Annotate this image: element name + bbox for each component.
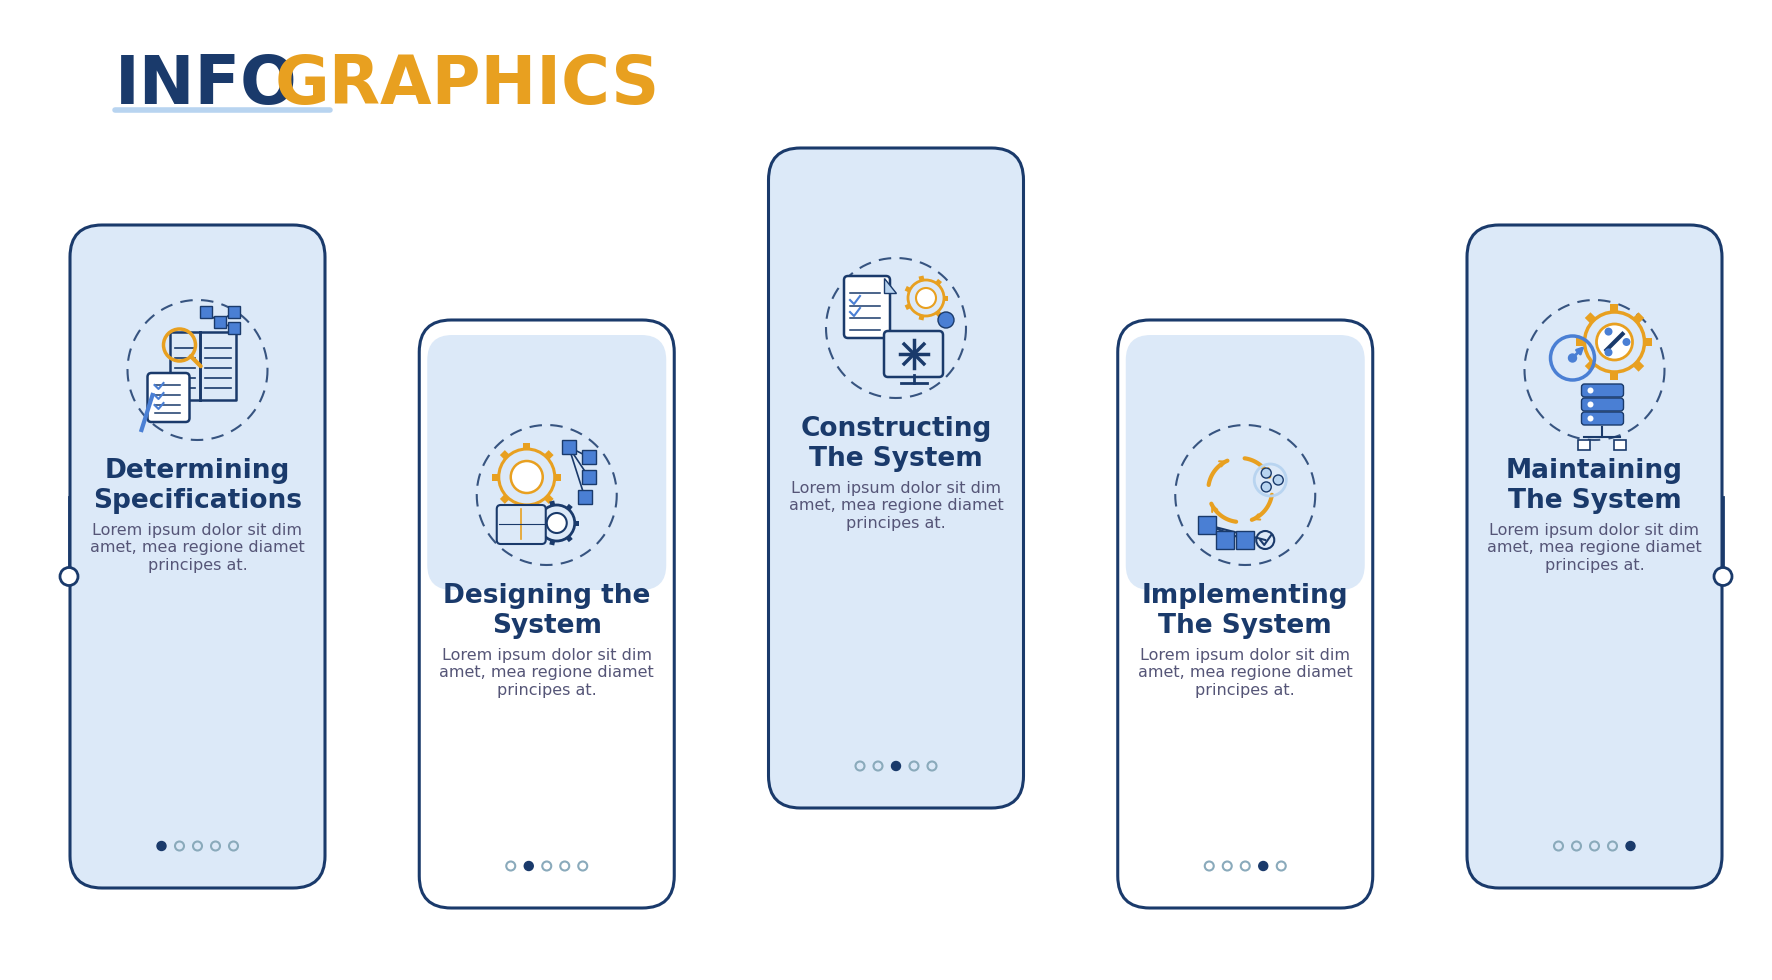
Circle shape bbox=[60, 567, 78, 585]
Circle shape bbox=[1604, 327, 1613, 335]
Bar bbox=[1611, 372, 1618, 380]
Circle shape bbox=[1623, 338, 1630, 346]
Bar bbox=[905, 286, 911, 293]
Bar bbox=[544, 450, 553, 460]
Bar bbox=[523, 505, 530, 512]
Circle shape bbox=[525, 861, 533, 870]
Bar bbox=[943, 296, 948, 301]
Bar bbox=[544, 494, 553, 504]
Bar bbox=[936, 279, 943, 286]
Text: Constructing
The System: Constructing The System bbox=[801, 416, 992, 472]
Circle shape bbox=[1274, 475, 1283, 485]
Bar bbox=[1611, 304, 1618, 312]
Bar bbox=[918, 275, 925, 281]
Circle shape bbox=[158, 842, 167, 851]
FancyBboxPatch shape bbox=[769, 148, 1024, 808]
Polygon shape bbox=[884, 278, 897, 293]
Circle shape bbox=[1262, 482, 1271, 492]
Bar bbox=[535, 511, 542, 517]
Bar bbox=[918, 315, 925, 320]
Bar bbox=[565, 504, 572, 511]
Circle shape bbox=[891, 761, 900, 770]
Text: Determining
Specifications: Determining Specifications bbox=[92, 458, 301, 514]
Bar bbox=[500, 450, 510, 460]
Bar bbox=[562, 440, 576, 454]
Circle shape bbox=[510, 461, 542, 493]
Bar bbox=[1614, 440, 1627, 450]
Bar bbox=[905, 304, 911, 310]
FancyBboxPatch shape bbox=[884, 331, 943, 377]
Bar bbox=[200, 306, 211, 318]
Circle shape bbox=[1258, 861, 1267, 870]
FancyBboxPatch shape bbox=[1118, 320, 1373, 908]
Bar bbox=[523, 443, 530, 450]
Bar bbox=[227, 322, 239, 334]
FancyBboxPatch shape bbox=[71, 225, 324, 888]
Bar bbox=[1216, 531, 1235, 549]
Bar bbox=[581, 450, 595, 464]
Circle shape bbox=[1588, 416, 1593, 421]
Bar bbox=[549, 501, 555, 507]
Bar bbox=[535, 528, 542, 535]
Circle shape bbox=[1588, 402, 1593, 408]
Bar bbox=[936, 310, 943, 318]
FancyBboxPatch shape bbox=[496, 505, 546, 544]
Text: Maintaining
The System: Maintaining The System bbox=[1506, 458, 1683, 514]
Circle shape bbox=[1714, 567, 1731, 585]
Circle shape bbox=[1627, 842, 1636, 851]
Text: Lorem ipsum dolor sit dim
amet, mea regione diamet
principes at.: Lorem ipsum dolor sit dim amet, mea regi… bbox=[1487, 523, 1701, 572]
Text: Lorem ipsum dolor sit dim
amet, mea regione diamet
principes at.: Lorem ipsum dolor sit dim amet, mea regi… bbox=[789, 481, 1003, 531]
Bar bbox=[1579, 440, 1591, 450]
FancyBboxPatch shape bbox=[1467, 225, 1722, 888]
FancyBboxPatch shape bbox=[1581, 384, 1623, 397]
Bar bbox=[1632, 313, 1644, 323]
FancyBboxPatch shape bbox=[147, 373, 190, 422]
Bar bbox=[578, 490, 592, 504]
FancyBboxPatch shape bbox=[843, 276, 890, 338]
Bar bbox=[493, 473, 500, 480]
Bar bbox=[1584, 361, 1597, 371]
Text: Lorem ipsum dolor sit dim
amet, mea regione diamet
principes at.: Lorem ipsum dolor sit dim amet, mea regi… bbox=[90, 523, 305, 572]
Circle shape bbox=[1604, 349, 1613, 357]
Circle shape bbox=[916, 288, 936, 308]
Text: Implementing
The System: Implementing The System bbox=[1141, 583, 1348, 639]
FancyBboxPatch shape bbox=[1581, 398, 1623, 411]
Text: GRAPHICS: GRAPHICS bbox=[275, 52, 661, 118]
Text: Lorem ipsum dolor sit dim
amet, mea regione diamet
principes at.: Lorem ipsum dolor sit dim amet, mea regi… bbox=[439, 648, 654, 698]
Bar bbox=[574, 520, 579, 525]
Bar bbox=[1237, 531, 1255, 549]
Circle shape bbox=[1597, 324, 1632, 360]
Circle shape bbox=[937, 312, 953, 328]
Bar bbox=[500, 494, 510, 504]
Bar bbox=[1644, 338, 1653, 346]
Bar bbox=[549, 540, 555, 546]
FancyBboxPatch shape bbox=[427, 335, 666, 590]
Text: Designing the
System: Designing the System bbox=[443, 583, 650, 639]
Bar bbox=[1584, 313, 1597, 323]
Bar bbox=[227, 306, 239, 318]
Bar bbox=[581, 470, 595, 484]
Bar bbox=[1632, 361, 1644, 371]
Bar bbox=[213, 316, 225, 328]
Bar bbox=[565, 535, 572, 542]
Circle shape bbox=[1588, 387, 1593, 394]
FancyBboxPatch shape bbox=[1125, 335, 1364, 590]
FancyBboxPatch shape bbox=[1581, 412, 1623, 425]
Bar bbox=[555, 473, 562, 480]
Text: INFO: INFO bbox=[115, 52, 298, 118]
Bar bbox=[1577, 338, 1584, 346]
Circle shape bbox=[548, 513, 567, 533]
Bar bbox=[1198, 516, 1216, 534]
Text: Lorem ipsum dolor sit dim
amet, mea regione diamet
principes at.: Lorem ipsum dolor sit dim amet, mea regi… bbox=[1138, 648, 1352, 698]
Circle shape bbox=[1262, 468, 1271, 478]
Circle shape bbox=[1568, 354, 1577, 362]
FancyBboxPatch shape bbox=[420, 320, 675, 908]
